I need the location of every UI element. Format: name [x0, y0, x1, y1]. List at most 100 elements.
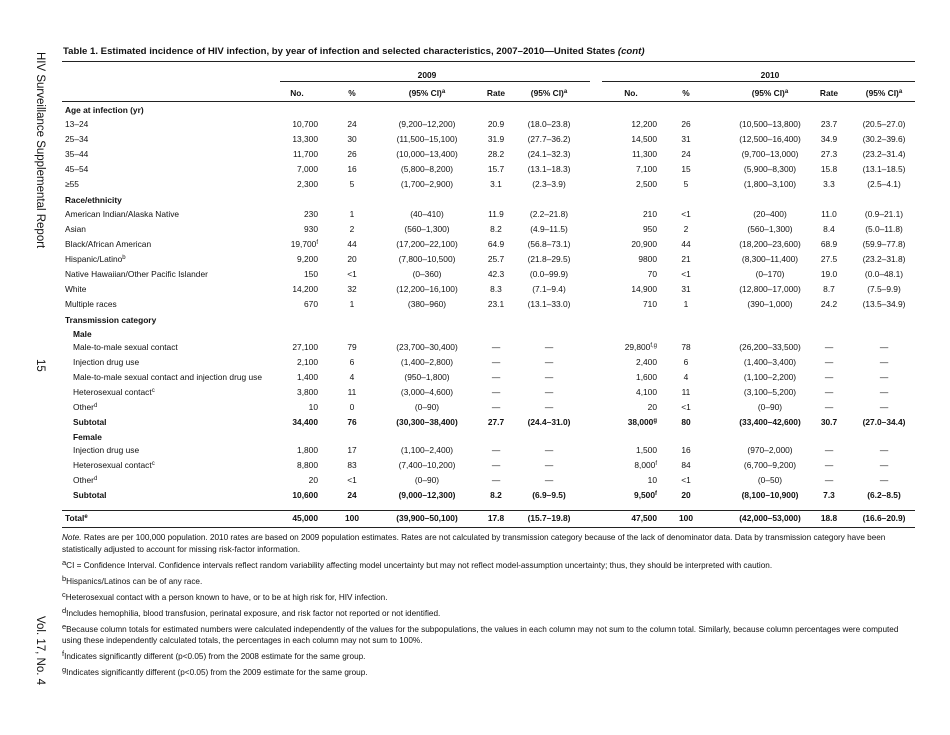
data-cell: 83	[347, 460, 357, 470]
data-cell: 24	[347, 119, 357, 129]
data-cell: 14,900	[631, 284, 657, 294]
cell-text: 19,700	[290, 239, 317, 249]
data-cell: 15.8	[820, 164, 838, 174]
data-cell: 20	[347, 254, 357, 264]
data-cell: (56.8–73.1)	[527, 239, 571, 249]
data-cell: 79	[347, 342, 357, 352]
footnote-text: Indicates significantly different (p<0.0…	[64, 652, 366, 661]
data-cell: —	[491, 372, 501, 382]
row-label: 25–34	[65, 134, 89, 144]
row-label: Asian	[65, 224, 86, 234]
footnote: aCI = Confidence Interval. Confidence in…	[62, 558, 917, 572]
data-cell: 10,600	[292, 490, 318, 500]
data-cell: —	[491, 387, 501, 397]
superscript: f	[655, 461, 657, 467]
data-cell: 11,300	[632, 149, 657, 159]
data-cell: (0–50)	[757, 475, 783, 485]
data-cell: 24.2	[820, 299, 838, 309]
volume: Vol. 17, No. 4	[34, 616, 46, 686]
column-header: %	[682, 88, 690, 98]
data-cell: 210	[643, 209, 657, 219]
footnote-mark: e	[62, 621, 67, 631]
data-cell: 13,300	[292, 134, 318, 144]
data-cell: (12,200–16,100)	[396, 284, 458, 294]
data-cell: 950	[643, 224, 657, 234]
data-cell: 8.2	[490, 224, 502, 234]
data-cell: 16	[347, 164, 357, 174]
data-cell: (30,300–38,400)	[396, 417, 458, 427]
data-cell: (27.0–34.4)	[862, 417, 906, 427]
data-cell: 1,600	[636, 372, 657, 382]
data-cell: 19,700f	[291, 239, 318, 249]
cell-text: 29,800	[624, 342, 651, 352]
data-cell: <1	[681, 209, 691, 219]
superscript: g	[653, 418, 657, 424]
data-cell: 8,000f	[634, 460, 657, 470]
data-cell: (24.1–32.3)	[527, 149, 571, 159]
data-cell: 76	[347, 417, 357, 427]
data-cell: (560–1,300)	[747, 224, 793, 234]
data-cell: —	[879, 460, 889, 470]
data-cell: (7.5–9.9)	[867, 284, 901, 294]
footnote-mark: b	[62, 573, 67, 583]
data-cell: (0–90)	[757, 402, 783, 412]
page-number: 15	[34, 359, 46, 372]
superscript: a	[563, 89, 568, 95]
column-header: (95% CI)a	[531, 88, 567, 98]
data-cell: 64.9	[487, 239, 505, 249]
title-suffix: (cont)	[617, 46, 645, 57]
data-cell: (560–1,300)	[404, 224, 450, 234]
data-cell: (1,400–3,400)	[743, 357, 797, 367]
row-label: Hispanic/Latinob	[65, 254, 126, 264]
row-label: 35–44	[65, 149, 89, 159]
data-cell: —	[491, 342, 501, 352]
data-cell: (27.7–36.2)	[527, 134, 571, 144]
data-cell: (18,200–23,600)	[739, 239, 801, 249]
data-cell: 9,500f	[634, 490, 657, 500]
data-cell: 24	[681, 149, 691, 159]
data-cell: —	[544, 460, 554, 470]
data-cell: (2.2–21.8)	[529, 209, 569, 219]
data-cell: 30	[347, 134, 357, 144]
data-cell: —	[879, 342, 889, 352]
data-cell: —	[544, 402, 554, 412]
data-cell: 25.7	[487, 254, 505, 264]
superscript: f	[655, 491, 657, 497]
cell-text: Other	[73, 475, 94, 485]
data-cell: (13.1–18.5)	[862, 164, 906, 174]
data-cell: (1,100–2,200)	[743, 372, 797, 382]
superscript: a	[898, 89, 903, 95]
data-cell: (15.7–19.8)	[527, 513, 571, 523]
data-cell: 27.3	[820, 149, 838, 159]
data-cell: (8,300–11,400)	[741, 254, 799, 264]
data-cell: 9,200	[297, 254, 318, 264]
data-cell: —	[879, 445, 889, 455]
data-cell: 70	[647, 269, 657, 279]
data-cell: 4	[349, 372, 355, 382]
row-label: Injection drug use	[73, 445, 140, 455]
data-cell: (13.1–33.0)	[527, 299, 571, 309]
superscript: d	[93, 476, 98, 482]
data-cell: (18.0–23.8)	[527, 119, 571, 129]
superscript: a	[784, 89, 789, 95]
data-cell: (20–400)	[753, 209, 787, 219]
data-cell: —	[879, 402, 889, 412]
data-cell: (13.1–18.3)	[527, 164, 571, 174]
data-cell: (10,000–13,400)	[396, 149, 458, 159]
data-cell: 20	[681, 490, 691, 500]
data-cell: 27,100	[292, 342, 318, 352]
data-cell: (9,000–12,300)	[398, 490, 456, 500]
data-cell: —	[824, 372, 834, 382]
data-cell: (16.6–20.9)	[862, 513, 906, 523]
data-cell: 100	[679, 513, 693, 523]
data-cell: 1	[349, 299, 355, 309]
data-cell: 2	[683, 224, 689, 234]
data-cell: 2,400	[636, 357, 657, 367]
column-header: (95% CI)a	[866, 88, 902, 98]
superscript: e	[84, 514, 88, 520]
data-cell: 14,500	[631, 134, 657, 144]
row-label: Otherd	[73, 475, 97, 485]
report-name: HIV Surveillance Supplemental Report	[34, 52, 46, 249]
data-cell: 18.8	[820, 513, 838, 523]
data-cell: 26	[347, 149, 357, 159]
